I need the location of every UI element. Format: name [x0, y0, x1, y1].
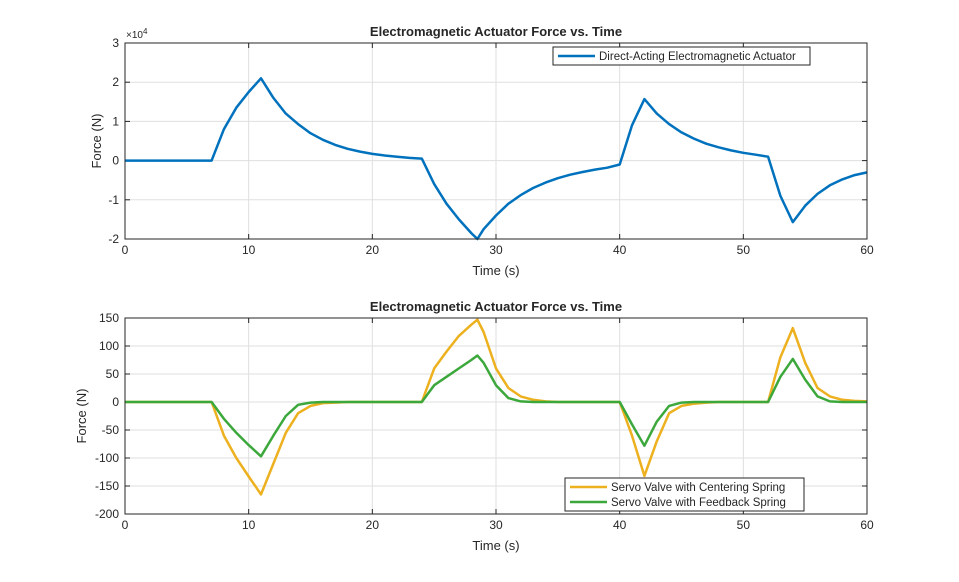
- x-tick-label: 60: [860, 518, 874, 532]
- x-tick-label: 30: [489, 243, 503, 257]
- y-tick-label: 100: [99, 339, 119, 353]
- y-tick-label: -50: [102, 423, 120, 437]
- y-tick-label: -100: [95, 451, 119, 465]
- y-tick-label: 150: [99, 311, 119, 325]
- series-lines: [125, 318, 868, 496]
- chart-title: Electromagnetic Actuator Force vs. Time: [370, 24, 622, 39]
- plot-box: [124, 317, 868, 515]
- x-tick-label: 40: [613, 518, 627, 532]
- plot-box: [124, 42, 868, 240]
- y-tick-label: 3: [112, 36, 119, 50]
- y-tick-label: -200: [95, 507, 119, 521]
- y-tick-label: 0: [112, 154, 119, 168]
- x-tick-label: 0: [122, 243, 129, 257]
- y-tick-label: 1: [112, 114, 119, 128]
- x-tick-label: 10: [242, 518, 256, 532]
- axes-top: Electromagnetic Actuator Force vs. Time …: [89, 24, 874, 278]
- series-line: [125, 354, 867, 458]
- x-axis-label: Time (s): [472, 263, 519, 278]
- x-tick-label: 50: [737, 243, 751, 257]
- x-axis-label: Time (s): [472, 538, 519, 553]
- x-tick-label: 50: [737, 518, 751, 532]
- y-axis-label: Force (N): [74, 389, 89, 444]
- x-tick-label: 60: [860, 243, 874, 257]
- legend-box: [552, 46, 811, 66]
- y-tick-label: -2: [108, 232, 119, 246]
- x-tick-label: 0: [122, 518, 129, 532]
- y-tick-label: 50: [106, 367, 120, 381]
- y-tick-label: 2: [112, 75, 119, 89]
- series-lines: [125, 77, 868, 241]
- x-tick-label: 40: [613, 243, 627, 257]
- legend-entry: Servo Valve with Centering Spring: [611, 482, 785, 494]
- y-axis-label: Force (N): [89, 114, 104, 169]
- series-line: [125, 77, 868, 241]
- y-tick-label: -1: [108, 193, 119, 207]
- y-exponent-label: ×104: [126, 27, 148, 42]
- legend-box: [564, 477, 805, 512]
- chart-title: Electromagnetic Actuator Force vs. Time: [370, 299, 622, 314]
- legend: Direct-Acting Electromagnetic Actuator: [552, 46, 811, 66]
- x-tick-label: 20: [366, 243, 380, 257]
- axes-bottom: Electromagnetic Actuator Force vs. Time …: [74, 299, 874, 553]
- legend: Servo Valve with Centering Spring Servo V…: [564, 477, 805, 512]
- x-tick-label: 30: [489, 518, 503, 532]
- ticks: 0 10 20 30 40 50 60 -2 -1 0 1 2 3: [108, 36, 874, 257]
- x-tick-label: 20: [366, 518, 380, 532]
- y-tick-label: 0: [112, 395, 119, 409]
- legend-entry: Direct-Acting Electromagnetic Actuator: [599, 51, 796, 63]
- y-tick-label: -150: [95, 479, 119, 493]
- legend-entry: Servo Valve with Feedback Spring: [611, 497, 786, 509]
- x-tick-label: 10: [242, 243, 256, 257]
